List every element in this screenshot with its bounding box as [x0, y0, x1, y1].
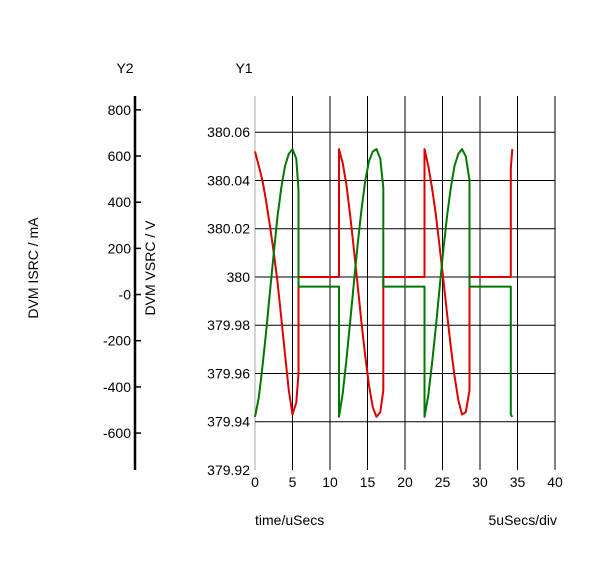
y1-tick-label: 380.04 — [207, 172, 250, 188]
x-scale-note: 5uSecs/div — [489, 512, 557, 528]
y1-tick-label: 379.96 — [207, 365, 250, 381]
axes-layer — [133, 96, 141, 470]
x-tick-label: 15 — [360, 474, 376, 490]
y-axis-label-left: DVM ISRC / mA — [25, 217, 41, 319]
x-tick-label: 30 — [472, 474, 488, 490]
series-line-2 — [254, 148, 514, 418]
y2-tick-label: 400 — [108, 194, 132, 210]
labels-layer: Y2 Y1 DVM ISRC / mA DVM VSRC / V time/uS… — [25, 60, 563, 528]
y1-tick-label: 379.94 — [207, 414, 250, 430]
y2-tick-label: 200 — [108, 240, 132, 256]
y1-tick-label: 379.92 — [207, 462, 250, 478]
y2-tick-label: -200 — [103, 333, 131, 349]
y2-tick-label: 600 — [108, 148, 132, 164]
y1-tick-label: 379.98 — [207, 317, 250, 333]
x-tick-label: 35 — [510, 474, 526, 490]
y1-tick-label: 380.02 — [207, 221, 250, 237]
y-axis-label-right: DVM VSRC / V — [142, 220, 158, 316]
y2-tick-label: -600 — [103, 425, 131, 441]
x-axis-label: time/uSecs — [255, 512, 324, 528]
y2-tick-label: -400 — [103, 379, 131, 395]
y2-tick-label: 800 — [108, 102, 132, 118]
y1-header: Y1 — [235, 60, 252, 76]
x-tick-label: 25 — [435, 474, 451, 490]
y2-header: Y2 — [116, 60, 133, 76]
x-tick-label: 40 — [547, 474, 563, 490]
series-layer — [254, 148, 514, 418]
x-tick-label: 5 — [289, 474, 297, 490]
y2-tick-label: -0 — [119, 287, 132, 303]
y1-tick-label: 380.06 — [207, 124, 250, 140]
x-tick-label: 20 — [397, 474, 413, 490]
x-tick-label: 0 — [251, 474, 259, 490]
x-tick-label: 10 — [322, 474, 338, 490]
series-line-1 — [254, 148, 514, 418]
y1-tick-label: 380 — [227, 269, 251, 285]
